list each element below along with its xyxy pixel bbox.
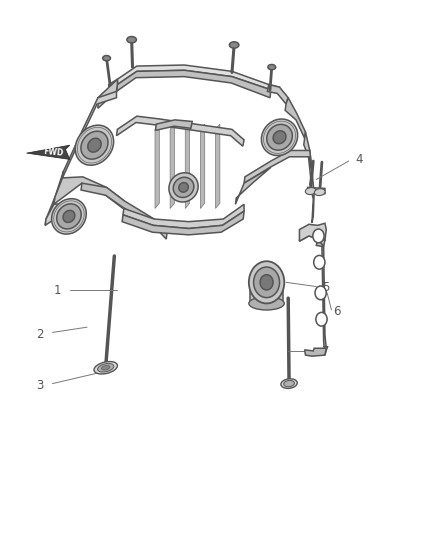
Ellipse shape <box>63 211 75 222</box>
Polygon shape <box>63 130 83 178</box>
Circle shape <box>313 229 324 243</box>
Ellipse shape <box>173 177 194 198</box>
Ellipse shape <box>261 119 298 156</box>
Polygon shape <box>185 124 190 208</box>
Polygon shape <box>310 172 314 223</box>
Polygon shape <box>82 91 117 136</box>
Ellipse shape <box>75 125 113 165</box>
Ellipse shape <box>57 204 81 229</box>
Text: 4: 4 <box>355 153 363 166</box>
Text: FWD: FWD <box>43 147 64 157</box>
Ellipse shape <box>127 37 136 43</box>
Polygon shape <box>54 172 64 204</box>
Ellipse shape <box>305 188 316 195</box>
Ellipse shape <box>94 361 117 374</box>
Polygon shape <box>45 198 55 225</box>
Polygon shape <box>269 85 279 93</box>
Text: 1: 1 <box>54 284 61 297</box>
Ellipse shape <box>81 131 108 159</box>
Polygon shape <box>215 124 220 208</box>
Polygon shape <box>316 239 326 355</box>
Polygon shape <box>81 183 167 239</box>
Polygon shape <box>304 132 312 178</box>
Polygon shape <box>155 120 192 131</box>
Polygon shape <box>300 223 326 241</box>
Polygon shape <box>98 79 117 108</box>
Polygon shape <box>109 79 117 90</box>
Circle shape <box>314 255 325 269</box>
Polygon shape <box>117 65 271 90</box>
Ellipse shape <box>169 173 198 202</box>
Ellipse shape <box>102 55 110 61</box>
Ellipse shape <box>281 379 297 389</box>
Polygon shape <box>123 204 244 229</box>
Ellipse shape <box>314 189 325 196</box>
Text: 6: 6 <box>333 305 340 318</box>
Text: 7: 7 <box>322 345 329 359</box>
Polygon shape <box>45 203 83 225</box>
Text: 3: 3 <box>36 378 44 392</box>
Polygon shape <box>155 124 159 208</box>
Polygon shape <box>285 98 305 139</box>
Polygon shape <box>54 177 124 208</box>
Ellipse shape <box>230 42 239 48</box>
Polygon shape <box>300 230 325 246</box>
Text: 2: 2 <box>36 327 44 341</box>
Ellipse shape <box>273 131 286 144</box>
Ellipse shape <box>254 267 279 297</box>
Polygon shape <box>201 124 205 208</box>
Polygon shape <box>307 188 325 193</box>
Polygon shape <box>304 348 326 356</box>
Ellipse shape <box>249 297 284 310</box>
Polygon shape <box>250 282 283 303</box>
Polygon shape <box>117 70 271 98</box>
Ellipse shape <box>102 366 110 370</box>
Text: 5: 5 <box>322 281 329 294</box>
Ellipse shape <box>268 64 276 70</box>
Polygon shape <box>236 167 271 204</box>
Ellipse shape <box>260 274 273 290</box>
Ellipse shape <box>52 199 86 234</box>
Polygon shape <box>27 145 70 159</box>
Polygon shape <box>268 85 288 104</box>
Circle shape <box>316 312 327 326</box>
Ellipse shape <box>179 183 188 192</box>
Ellipse shape <box>98 364 114 372</box>
Ellipse shape <box>249 261 284 303</box>
Circle shape <box>315 286 326 300</box>
Ellipse shape <box>284 381 294 387</box>
Polygon shape <box>117 116 244 146</box>
Ellipse shape <box>267 124 292 150</box>
Polygon shape <box>170 124 174 208</box>
Polygon shape <box>122 211 244 235</box>
Polygon shape <box>244 150 312 183</box>
Ellipse shape <box>88 138 101 152</box>
